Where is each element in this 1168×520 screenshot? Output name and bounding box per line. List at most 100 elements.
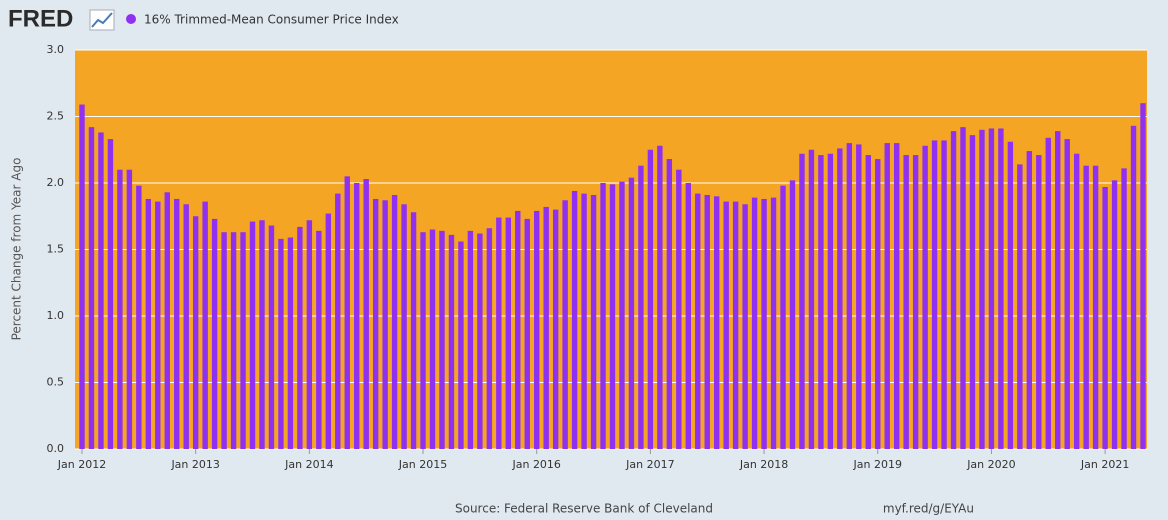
bar [1111, 180, 1118, 449]
bar [183, 204, 189, 449]
y-tick-label: 2.5 [47, 110, 65, 123]
bar [401, 204, 407, 449]
bar [192, 216, 199, 449]
bar [515, 210, 521, 449]
bar [316, 230, 322, 449]
bar [259, 220, 265, 449]
bar [751, 197, 758, 449]
bar [846, 143, 853, 449]
x-tick-label: Jan 2019 [853, 458, 902, 471]
bar [1083, 165, 1089, 449]
bar [761, 198, 767, 449]
link[interactable]: myf.red/g/EYAu [883, 502, 974, 516]
bar [240, 232, 246, 449]
bar [230, 232, 237, 449]
y-tick-label: 1.5 [47, 243, 65, 256]
x-tick-label: Jan 2012 [57, 458, 106, 471]
bar [126, 169, 133, 449]
bar [136, 185, 142, 449]
bar [704, 194, 710, 449]
x-tick-label: Jan 2020 [966, 458, 1015, 471]
bar [543, 206, 549, 449]
bar [581, 193, 587, 449]
bar [770, 197, 777, 449]
bar [448, 234, 455, 449]
bar [998, 128, 1004, 449]
bar [1130, 125, 1137, 449]
bar [410, 212, 417, 449]
bar [950, 131, 957, 449]
bar [818, 155, 824, 449]
source: Source: Federal Reserve Bank of Clevelan… [455, 502, 713, 516]
bar [941, 140, 947, 449]
bar [562, 200, 568, 449]
y-tick-label: 2.0 [47, 176, 65, 189]
bar [211, 218, 218, 449]
logo-box [89, 9, 115, 31]
bar [1026, 151, 1033, 449]
bar [856, 144, 862, 449]
bar [875, 159, 881, 449]
bar [1036, 155, 1042, 449]
bar [325, 213, 332, 449]
bar [780, 185, 786, 449]
bar [647, 149, 654, 449]
bar [1045, 137, 1051, 449]
bar [344, 176, 350, 449]
bar [1017, 164, 1023, 449]
bar [278, 238, 284, 449]
logo-icon [89, 9, 115, 31]
bar [552, 209, 559, 449]
bar [174, 198, 180, 449]
bar [1064, 139, 1070, 450]
bar [145, 198, 152, 449]
bar [306, 220, 313, 449]
x-tick-label: Jan 2021 [1080, 458, 1129, 471]
bar [742, 204, 748, 449]
bar [382, 200, 388, 449]
bar [1092, 165, 1099, 449]
bar [912, 155, 919, 449]
x-tick-label: Jan 2018 [739, 458, 788, 471]
bar [505, 217, 511, 449]
logo-line [91, 12, 113, 28]
bar [297, 226, 303, 449]
x-tick-label: Jan 2016 [511, 458, 560, 471]
bar [117, 169, 123, 449]
x-tick-label: Jan 2014 [284, 458, 333, 471]
bar [98, 132, 104, 449]
bar [893, 143, 900, 449]
x-tick-label: Jan 2013 [170, 458, 219, 471]
bar [903, 155, 909, 449]
bar [524, 218, 530, 449]
bar [988, 128, 995, 449]
x-tick-label: Jan 2015 [398, 458, 447, 471]
bar [202, 201, 208, 449]
bar [714, 196, 720, 449]
legend-label: 16% Trimmed-Mean Consumer Price Index [144, 13, 399, 27]
bar [496, 217, 502, 449]
bar [685, 183, 691, 449]
bar [287, 237, 294, 449]
bar [268, 225, 275, 449]
bar [723, 201, 729, 449]
bar [221, 232, 227, 449]
bar [107, 139, 114, 450]
bar [155, 201, 161, 449]
bar [1102, 186, 1108, 450]
y-axis-label: Percent Change from Year Ago [10, 158, 24, 341]
bar [164, 192, 170, 449]
bar [666, 159, 673, 449]
logo: FRED [8, 5, 73, 32]
bar [354, 183, 360, 449]
legend-marker [126, 14, 136, 24]
bar [439, 230, 445, 449]
bar [922, 145, 928, 449]
bar [1140, 103, 1146, 449]
bar [391, 194, 398, 449]
bar [837, 148, 843, 450]
bar [600, 183, 606, 449]
bar [799, 153, 805, 450]
bar [960, 127, 966, 449]
